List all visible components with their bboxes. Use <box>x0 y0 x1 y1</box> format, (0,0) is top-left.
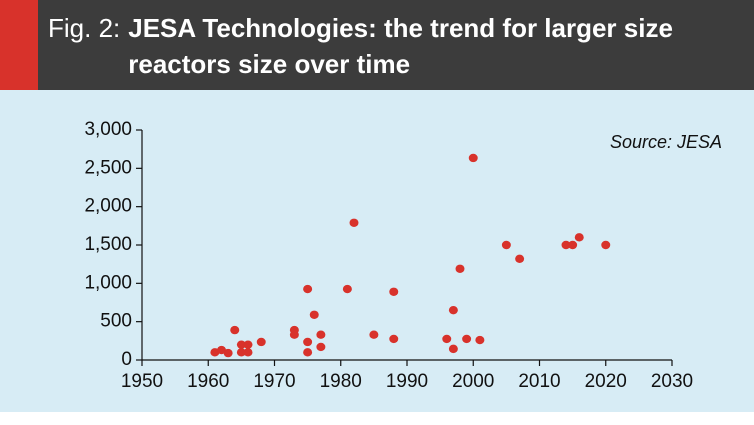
title-line: JESA Technologies: the trend for larger … <box>128 13 673 43</box>
point <box>316 342 326 352</box>
source-note: Source: JESA <box>610 132 722 152</box>
x-tick-label: 2010 <box>518 371 560 392</box>
point <box>561 240 571 250</box>
point <box>448 305 458 315</box>
point <box>475 335 485 345</box>
title-prefix: Fig. 2: <box>48 13 120 43</box>
x-tick-label: 1960 <box>187 371 229 392</box>
point <box>223 348 233 358</box>
x-tick-label: 1970 <box>253 371 295 392</box>
point <box>243 340 253 349</box>
point <box>601 240 611 250</box>
y-tick-label: 3,000 <box>84 119 132 140</box>
point <box>309 310 319 319</box>
point <box>568 240 578 250</box>
point <box>303 348 313 357</box>
point <box>574 233 584 242</box>
title-line: reactors size over time <box>128 49 410 79</box>
y-tick-label: 2,500 <box>84 157 132 178</box>
x-tick-label: 2000 <box>452 371 494 392</box>
point <box>468 153 478 163</box>
point <box>389 287 399 296</box>
point <box>455 264 465 273</box>
point <box>369 330 379 339</box>
plot-panel <box>0 90 754 412</box>
point <box>316 330 326 339</box>
point <box>303 337 313 347</box>
x-tick-label: 2020 <box>585 371 627 392</box>
point <box>256 337 266 347</box>
point <box>389 334 399 344</box>
y-tick-label: 2,000 <box>84 196 132 217</box>
x-tick-label: 1990 <box>386 371 428 392</box>
y-tick-label: 1,000 <box>84 272 132 293</box>
point <box>342 284 352 294</box>
point <box>289 330 299 339</box>
point <box>349 218 359 227</box>
point <box>230 325 240 335</box>
point <box>442 334 452 344</box>
point <box>462 334 472 344</box>
point <box>243 348 253 357</box>
x-tick-label: 1980 <box>320 371 362 392</box>
point <box>236 340 246 349</box>
y-tick-label: 500 <box>100 311 132 332</box>
point <box>448 344 458 354</box>
header <box>0 0 754 90</box>
header-accent <box>0 0 38 90</box>
x-tick-label: 1950 <box>121 371 163 392</box>
x-tick-label: 2030 <box>651 371 693 392</box>
point <box>236 348 246 357</box>
point <box>515 254 525 263</box>
point <box>303 284 313 294</box>
y-tick-label: 1,500 <box>84 234 132 255</box>
y-tick-label: 0 <box>121 349 132 370</box>
point <box>501 240 511 250</box>
chart-title: JESA Technologies: the trend for larger … <box>128 13 673 79</box>
